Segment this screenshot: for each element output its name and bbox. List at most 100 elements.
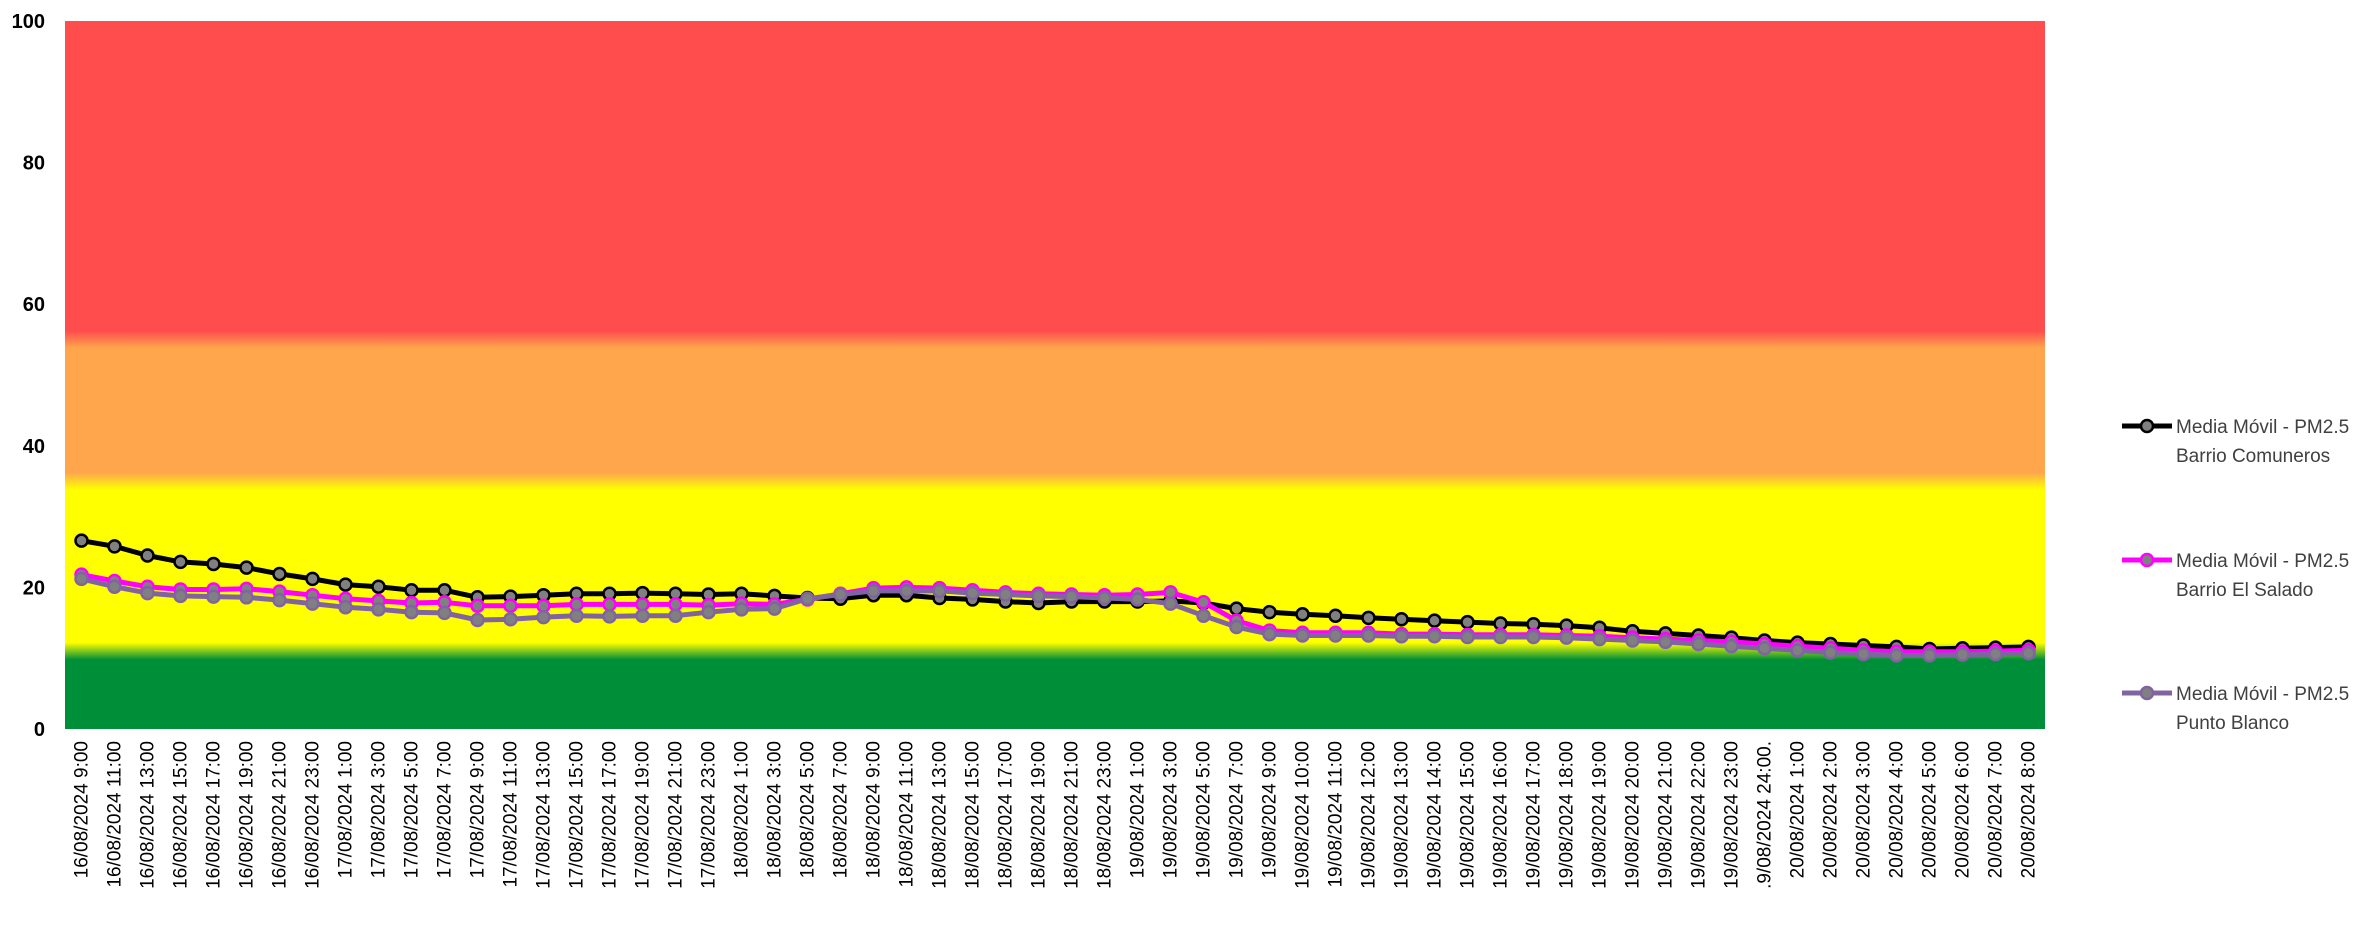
data-point	[437, 605, 452, 621]
data-point	[1295, 607, 1310, 622]
x-tick-label: 19/08/2024 23:00	[1722, 741, 1743, 889]
x-tick-label: 17/08/2024 23:00	[699, 741, 720, 889]
x-tick-label: 17/08/2024 5:00	[402, 741, 423, 878]
data-point	[1427, 629, 1442, 644]
x-tick-label: 19/08/2024 1:00	[1128, 741, 1149, 878]
x-tick-label: 16/08/2024 23:00	[303, 741, 324, 889]
x-tick-label: 20/08/2024 6:00	[1953, 741, 1974, 878]
y-tick-label: 100	[12, 11, 45, 33]
data-point	[305, 596, 320, 611]
plot-background-bands	[65, 21, 2045, 729]
x-tick-label: 18/08/2024 21:00	[1062, 741, 1083, 889]
x-tick-label: 20/08/2024 5:00	[1920, 741, 1941, 878]
data-point	[1493, 629, 1508, 645]
x-tick-label: 20/08/2024 4:00	[1887, 741, 1908, 878]
x-tick-label: 18/08/2024 9:00	[864, 741, 885, 878]
data-point	[338, 599, 353, 615]
data-point	[1196, 595, 1211, 610]
x-tick-label: 16/08/2024 13:00	[138, 741, 159, 889]
legend-swatch-marker	[2139, 418, 2155, 434]
x-tick-label: .9/08/2024 24:00.	[1755, 741, 1776, 889]
data-point	[371, 579, 386, 594]
x-tick-label: 16/08/2024 21:00	[270, 741, 291, 889]
data-point	[1229, 619, 1244, 635]
data-point	[1229, 601, 1244, 616]
data-point	[998, 587, 1013, 602]
legend-item-0: Media Móvil - PM2.5 Barrio Comuneros	[2122, 417, 2349, 467]
data-point	[1526, 629, 1541, 645]
plot-area	[65, 21, 2045, 729]
series-layer	[74, 533, 2036, 663]
data-point	[1328, 608, 1343, 623]
y-tick-label: 0	[34, 719, 45, 741]
x-tick-label: 19/08/2024 18:00	[1557, 741, 1578, 889]
data-point	[1163, 596, 1178, 611]
x-tick-label: 18/08/2024 23:00	[1095, 741, 1116, 889]
data-point	[668, 608, 683, 623]
x-tick-label: 18/08/2024 19:00	[1029, 741, 1050, 889]
legend-label: Media Móvil - PM2.5	[2176, 551, 2349, 572]
legend-swatch-marker	[2139, 552, 2155, 568]
data-point	[1955, 647, 1970, 662]
x-tick-label: 17/08/2024 1:00	[336, 741, 357, 878]
x-tick-label: 18/08/2024 17:00	[996, 741, 1017, 889]
data-point	[206, 556, 221, 572]
data-point	[1361, 610, 1376, 626]
data-point	[635, 608, 650, 623]
data-point	[2021, 645, 2036, 661]
data-point	[272, 592, 287, 608]
data-point	[1130, 592, 1145, 607]
data-point	[404, 582, 419, 598]
data-point	[74, 571, 89, 587]
x-tick-label: 20/08/2024 7:00	[1986, 741, 2007, 878]
y-tick-label: 20	[23, 577, 45, 599]
legend-label: Media Móvil - PM2.5	[2176, 684, 2349, 705]
data-point	[932, 583, 947, 599]
data-point	[734, 602, 749, 617]
data-point	[1328, 628, 1343, 643]
x-tick-label: 18/08/2024 11:00	[897, 741, 918, 888]
data-point	[437, 582, 452, 598]
y-tick-label: 40	[23, 436, 45, 458]
x-tick-label: 19/08/2024 12:00	[1359, 741, 1380, 889]
data-point	[173, 554, 188, 570]
x-tick-label: 16/08/2024 9:00	[72, 741, 93, 878]
data-point	[338, 577, 353, 592]
x-tick-label: 17/08/2024 19:00	[633, 741, 654, 889]
data-point	[239, 590, 254, 605]
x-tick-label: 18/08/2024 1:00	[732, 741, 753, 878]
data-point	[1262, 604, 1277, 620]
data-point	[1394, 612, 1409, 627]
data-point	[140, 548, 155, 563]
data-point	[1625, 633, 1640, 648]
data-point	[767, 601, 782, 616]
data-point	[800, 591, 815, 606]
x-tick-label: 19/08/2024 20:00	[1623, 741, 1644, 889]
data-point	[1856, 646, 1871, 662]
data-point	[1823, 645, 1838, 660]
data-point	[1658, 634, 1673, 650]
x-tick-label: 18/08/2024 13:00	[930, 741, 951, 889]
x-tick-label: 19/08/2024 5:00	[1194, 741, 1215, 878]
data-point	[503, 612, 518, 627]
data-point	[602, 609, 617, 624]
x-tick-label: 20/08/2024 8:00	[2019, 741, 2040, 878]
x-tick-label: 20/08/2024 2:00	[1821, 741, 1842, 878]
data-point	[1427, 613, 1442, 628]
legend-label: Media Móvil - PM2.5	[2176, 417, 2349, 438]
data-point	[503, 598, 518, 614]
x-tick-label: 19/08/2024 10:00	[1293, 741, 1314, 889]
data-point	[536, 609, 551, 625]
x-tick-label: 19/08/2024 14:00	[1425, 741, 1446, 889]
x-tick-label: 19/08/2024 16:00	[1491, 741, 1512, 889]
data-point	[899, 583, 914, 599]
x-tick-label: 19/08/2024 15:00	[1458, 741, 1479, 889]
data-point	[404, 604, 419, 620]
data-point	[1922, 648, 1937, 663]
legend-label: Punto Blanco	[2176, 713, 2289, 734]
data-point	[1724, 638, 1739, 654]
data-point	[206, 589, 221, 604]
x-tick-label: 19/08/2024 22:00	[1689, 741, 1710, 889]
data-point	[569, 608, 584, 623]
data-point	[1394, 629, 1409, 644]
